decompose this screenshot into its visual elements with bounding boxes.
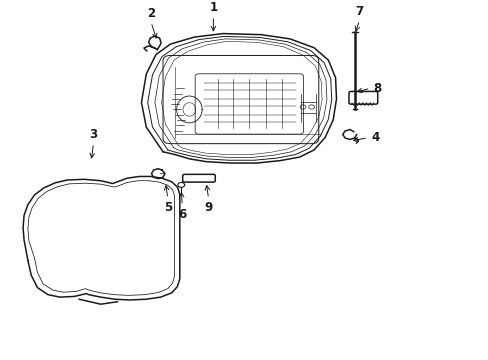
Text: 9: 9: [204, 201, 212, 214]
Text: 1: 1: [209, 1, 217, 14]
Text: 8: 8: [373, 82, 381, 95]
Text: 3: 3: [89, 128, 98, 141]
Text: 4: 4: [370, 131, 379, 144]
Text: 2: 2: [147, 7, 155, 20]
Text: 5: 5: [163, 201, 172, 214]
Text: 7: 7: [355, 5, 363, 18]
Text: 6: 6: [178, 208, 186, 221]
